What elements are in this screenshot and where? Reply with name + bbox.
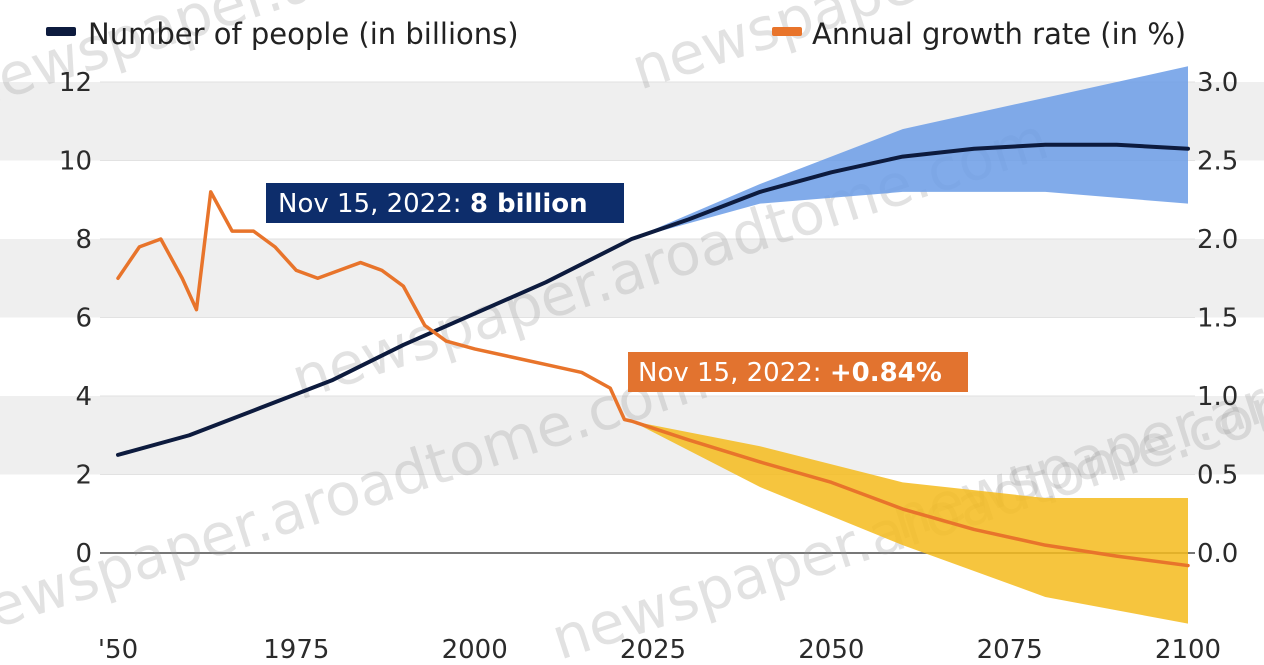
growth-rate-point [359, 261, 362, 264]
growth-rate-point [402, 284, 405, 288]
growth-rate-point [195, 308, 198, 311]
population-point [1044, 143, 1047, 146]
legend-label-growth: Annual growth rate (in %) [812, 17, 1186, 51]
callout-population-date: Nov 15, 2022: [278, 189, 470, 219]
population-point [687, 218, 690, 221]
growth-rate-point [1044, 543, 1047, 547]
y-left-tick-label: 2 [75, 461, 92, 491]
callout-population: Nov 15, 2022: 8 billion [266, 183, 624, 223]
y-right-tick-label: 3.0 [1197, 68, 1238, 98]
growth-rate-point [972, 528, 976, 531]
population-point [402, 343, 405, 347]
legend-label-population: Number of people (in billions) [88, 17, 519, 51]
y-right-tick-label: 1.0 [1197, 382, 1238, 412]
growth-rate-point [423, 324, 426, 327]
growth-rate-point [181, 277, 184, 280]
callout-population-text: Nov 15, 2022: 8 billion [278, 189, 588, 219]
population-point [901, 155, 904, 158]
population-point [630, 237, 633, 241]
population-point [188, 434, 191, 437]
x-tick-label: 1975 [263, 635, 329, 665]
growth-rate-point [116, 277, 120, 280]
growth-rate-point [901, 507, 904, 511]
population-point [473, 312, 476, 315]
population-point [972, 147, 976, 150]
series-lines [116, 142, 1190, 568]
y-right-tick-label: 2.5 [1197, 147, 1238, 177]
growth-rate-point [337, 269, 341, 272]
y-left-tick-label: 8 [75, 225, 92, 255]
growth-rate-point [295, 269, 298, 272]
growth-rate-point [252, 229, 255, 233]
callout-population-box [266, 183, 624, 223]
growth-rate-point [758, 460, 762, 464]
y-right-tick-label: 2.0 [1197, 225, 1238, 255]
growth-rate-point [830, 481, 833, 484]
x-tick-label: 2100 [1155, 635, 1221, 665]
population-point [259, 406, 262, 409]
population-point [116, 453, 120, 457]
x-tick-label: 2050 [798, 635, 864, 665]
grid-band [0, 396, 1264, 475]
growth-rate-point [623, 418, 626, 421]
growth-rate-point [138, 245, 141, 249]
grid-band [0, 239, 1264, 318]
legend: Number of people (in billions) Annual gr… [46, 17, 1186, 51]
growth-rate-point [580, 371, 583, 374]
x-tick-label: 2075 [977, 635, 1043, 665]
growth-rate-point [509, 355, 512, 358]
callout-growth-box [628, 352, 968, 392]
growth-projection-band [631, 421, 1188, 624]
x-tick-label: 2025 [620, 635, 686, 665]
growth-rate-point [230, 229, 234, 233]
y-left-tick-label: 0 [75, 539, 92, 569]
y-left-tick-label: 10 [59, 147, 92, 177]
population-point [544, 280, 548, 284]
growth-rate-point [609, 386, 612, 390]
callout-growth-text: Nov 15, 2022: +0.84% [638, 358, 942, 388]
growth-rate-point [687, 438, 690, 442]
y-right-tick-label: 0.5 [1197, 461, 1238, 491]
population-point [830, 171, 833, 174]
growth-rate-point [273, 245, 277, 249]
population-point [1186, 147, 1190, 150]
population-line [116, 142, 1190, 457]
callout-population-value: 8 billion [470, 189, 588, 219]
growth-rate-point [380, 269, 384, 272]
population-point [330, 379, 334, 382]
callout-growth: Nov 15, 2022: +0.84% [628, 352, 968, 392]
growth-rate-point [316, 277, 319, 280]
population-point [1115, 143, 1118, 146]
y-left-tick-label: 4 [75, 382, 92, 412]
y-right-tick-label: 1.5 [1197, 304, 1238, 334]
legend-swatch-growth [772, 27, 802, 36]
growth-rate-point [473, 347, 476, 351]
x-tick-label: '50 [98, 635, 138, 665]
growth-rate-point [159, 237, 162, 241]
x-tick-label: 2000 [442, 635, 508, 665]
callout-growth-date: Nov 15, 2022: [638, 358, 830, 388]
projection-bands [631, 66, 1188, 624]
growth-rate-line [116, 190, 1190, 568]
legend-swatch-population [46, 27, 76, 36]
growth-rate-point [544, 363, 548, 366]
population-point [758, 190, 762, 194]
growth-rate-point [1115, 554, 1118, 558]
y-left-tick-label: 12 [59, 68, 92, 98]
y-right-tick-label: 0.0 [1197, 539, 1238, 569]
population-projection-band [631, 66, 1188, 239]
growth-rate-point [444, 339, 448, 343]
growth-rate-point [630, 419, 633, 423]
axis-ticks: 0 2 4 6 8 10 12 0.0 0.5 1.0 1.5 2.0 2.5 3.0 '50 1975 200… [59, 68, 1238, 665]
growth-rate-point [1186, 564, 1190, 567]
callout-growth-value: +0.84% [830, 358, 942, 388]
y-left-tick-label: 6 [75, 304, 92, 334]
growth-rate-point [209, 190, 212, 194]
